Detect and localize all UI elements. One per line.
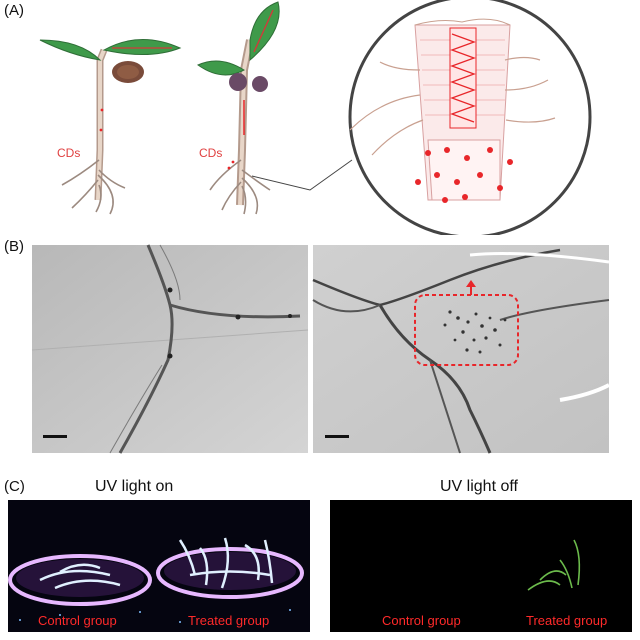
uv-on-photo — [8, 500, 310, 632]
uv-off-treated-label: Treated group — [526, 613, 608, 628]
root-zoom-circle — [348, 0, 592, 235]
cds-label-control: CDs — [57, 146, 81, 160]
panel-label-a: (A) — [4, 2, 24, 19]
panel-label-b: (B) — [4, 238, 24, 255]
panel-label-c: (C) — [4, 478, 25, 495]
scale-bar-treated — [325, 435, 349, 438]
tem-control — [31, 244, 309, 454]
seedling-control — [39, 39, 182, 215]
uv-off-control-label: Control group — [382, 613, 461, 628]
seedling-treated — [197, 1, 280, 215]
uv-off-photo — [330, 500, 632, 632]
uv-off-title: UV light off — [440, 478, 518, 495]
uv-on-control-label: Control group — [38, 613, 117, 628]
scale-bar-control — [43, 435, 67, 438]
uv-on-treated-label: Treated group — [188, 613, 270, 628]
cds-label-treated: CDs — [199, 146, 223, 160]
uv-on-title: UV light on — [95, 478, 174, 495]
cds-highlight-box — [414, 294, 519, 366]
tem-treated — [312, 245, 610, 454]
panel-a-illustration — [39, 0, 592, 235]
